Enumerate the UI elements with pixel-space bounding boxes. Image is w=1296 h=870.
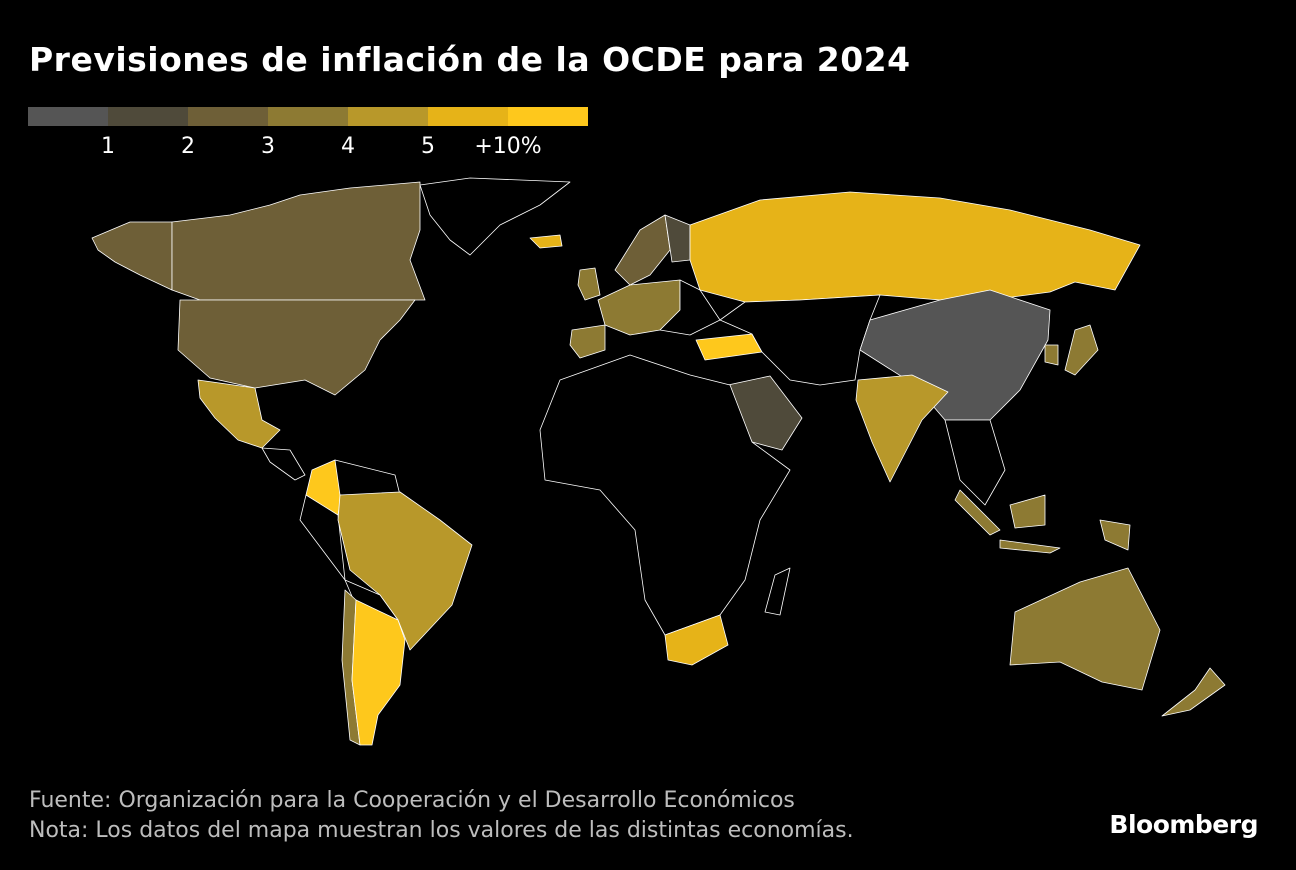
legend-swatch [268,107,348,126]
footer: Fuente: Organización para la Cooperación… [29,786,854,846]
region-finland [664,214,691,263]
color-legend: 1 2 3 4 5 +10% [28,107,588,164]
region-turkey [695,333,763,361]
region-united-states [177,299,416,396]
region-greenland [419,177,571,256]
legend-swatch [108,107,188,126]
region-mexico [197,379,281,449]
region-nordics [614,214,671,286]
legend-tick-label: 2 [181,134,195,159]
legend-swatch [28,107,108,126]
legend-tick-label: 5 [421,134,435,159]
region-canada [171,181,426,301]
region-africa [539,354,791,636]
region-india [855,374,949,483]
legend-swatches [28,107,588,126]
region-united-kingdom [577,267,601,301]
source-note: Fuente: Organización para la Cooperación… [29,788,795,813]
region-southeast-asia [944,419,1006,506]
region-south-korea [1044,344,1059,366]
chart-title: Previsiones de inflación de la OCDE para… [29,40,911,79]
region-indonesia [954,489,1131,554]
legend-swatch [428,107,508,126]
region-south-africa [664,614,729,666]
region-madagascar [764,567,791,616]
region-china [859,289,1051,421]
region-central-america [261,447,306,481]
region-middle-east-central-asia [719,294,881,386]
region-iberia [569,324,606,359]
legend-tick-label: +10% [474,134,542,159]
legend-ticks: 1 2 3 4 5 +10% [28,134,588,164]
world-map [91,177,1226,746]
legend-swatch [508,107,588,126]
legend-swatch [188,107,268,126]
region-new-zealand [1161,667,1226,717]
region-iceland [529,234,563,249]
region-brazil [337,491,473,651]
legend-swatch [348,107,428,126]
bloomberg-logo: Bloomberg [1109,810,1258,839]
region-russia [689,191,1141,303]
legend-tick-label: 1 [101,134,115,159]
legend-tick-label: 3 [261,134,275,159]
legend-tick-label: 4 [341,134,355,159]
data-note: Nota: Los datos del mapa muestran los va… [29,818,854,843]
region-argentina [351,599,406,746]
region-alaska [91,221,173,291]
region-australia [1009,567,1161,691]
region-japan [1064,324,1099,376]
